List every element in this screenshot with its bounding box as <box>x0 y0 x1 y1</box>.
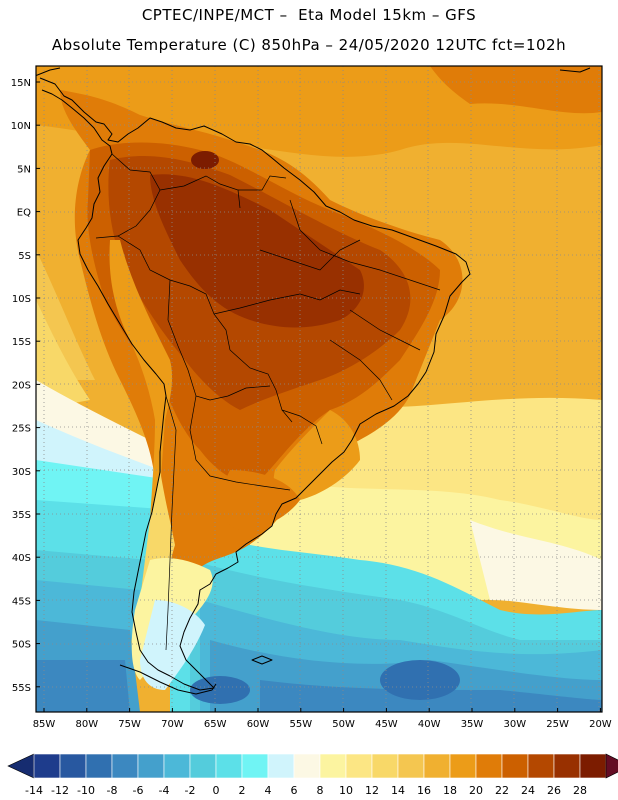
colorbar-swatch <box>423 753 451 779</box>
colorbar-under-arrow <box>7 753 35 779</box>
colorbar-label: 8 <box>317 784 324 797</box>
colorbar-label: -4 <box>159 784 170 797</box>
colorbar-swatch <box>85 753 113 779</box>
lat-label: 30S <box>12 467 31 478</box>
colorbar-swatch <box>501 753 529 779</box>
colorbar-swatch <box>319 753 347 779</box>
colorbar-swatch <box>475 753 503 779</box>
lat-label: 20S <box>12 380 31 391</box>
colorbar-swatch <box>293 753 321 779</box>
colorbar-label: 28 <box>573 784 587 797</box>
lat-label: 40S <box>12 553 31 564</box>
lat-label: 55S <box>12 683 31 694</box>
coastline <box>36 67 591 695</box>
lon-label: 45W <box>375 719 398 730</box>
colorbar-swatch <box>267 753 295 779</box>
colorbar-label: 10 <box>339 784 353 797</box>
colorbar-swatch <box>189 753 217 779</box>
colorbar-label: 22 <box>495 784 509 797</box>
colorbar-swatch <box>59 753 87 779</box>
plot-frame <box>35 65 603 713</box>
colorbar-label: 24 <box>521 784 535 797</box>
lon-label: 20W <box>589 719 612 730</box>
map-title-line1: CPTEC/INPE/MCT – Eta Model 15km – GFS <box>141 6 477 24</box>
lon-label: 50W <box>332 719 355 730</box>
latitude-labels: 15N 10N 5N EQ 5S 10S 15S 20S 25S 30S 35S 40S 45S 50S 5… <box>11 78 40 694</box>
colorbar-swatch <box>111 753 139 779</box>
colorbar-swatch <box>397 753 425 779</box>
colorbar-swatch <box>137 753 165 779</box>
colorbar-swatch <box>449 753 477 779</box>
colorbar-label: 6 <box>291 784 298 797</box>
lat-label: 45S <box>12 596 31 607</box>
lon-label: 30W <box>503 719 526 730</box>
lon-label: 75W <box>118 719 141 730</box>
lat-label: 5S <box>18 251 31 262</box>
lon-label: 40W <box>418 719 441 730</box>
lon-label: 55W <box>289 719 312 730</box>
colorbar-label: 18 <box>443 784 457 797</box>
lon-label: 80W <box>75 719 98 730</box>
colorbar-swatch <box>241 753 269 779</box>
colorbar-swatch <box>345 753 373 779</box>
lat-label: 50S <box>12 640 31 651</box>
colorbar-label: -2 <box>185 784 196 797</box>
colorbar-swatch <box>215 753 243 779</box>
colorbar-label: 0 <box>213 784 220 797</box>
colorbar-label: 16 <box>417 784 431 797</box>
colorbar-label: -10 <box>77 784 95 797</box>
country-borders <box>95 153 441 651</box>
colorbar-over-arrow <box>605 753 618 779</box>
lon-label: 25W <box>546 719 569 730</box>
colorbar-label: 4 <box>265 784 272 797</box>
lon-label: 70W <box>161 719 184 730</box>
colorbar-swatch <box>527 753 555 779</box>
colorbar-label: 2 <box>239 784 246 797</box>
colorbar-label: -8 <box>107 784 118 797</box>
colorbar-label: 12 <box>365 784 379 797</box>
colorbar: -14 -12 -10 -8 -6 -4 -2 0 2 4 6 8 10 12 14 16 18 20 22 24 26… <box>7 753 618 797</box>
lat-label: 25S <box>12 424 31 435</box>
colorbar-swatch <box>579 753 607 779</box>
colorbar-label: -12 <box>51 784 69 797</box>
colorbar-label: -6 <box>133 784 144 797</box>
colorbar-swatch <box>371 753 399 779</box>
lon-label: 85W <box>33 719 56 730</box>
temperature-field <box>36 66 602 712</box>
colorbar-swatch <box>33 753 61 779</box>
lat-label: 15N <box>11 78 31 89</box>
colorbar-label: -14 <box>25 784 43 797</box>
lat-label: 10N <box>11 121 31 132</box>
lon-label: 35W <box>461 719 484 730</box>
lon-label: 65W <box>204 719 227 730</box>
map-title-line2: Absolute Temperature (C) 850hPa – 24/05/… <box>51 36 567 54</box>
colorbar-swatch <box>553 753 581 779</box>
lat-label: 5N <box>17 164 31 175</box>
colorbar-swatch <box>163 753 191 779</box>
lat-label: 10S <box>12 294 31 305</box>
lat-label: 15S <box>12 337 31 348</box>
lon-label: 60W <box>247 719 270 730</box>
lat-label: EQ <box>17 208 31 219</box>
colorbar-label: 20 <box>469 784 483 797</box>
colorbar-label: 14 <box>391 784 405 797</box>
longitude-labels: 85W 80W 75W 70W 65W 60W 55W 50W 45W 40W 35W 30W 25W 2… <box>33 708 612 730</box>
lat-label: 35S <box>12 510 31 521</box>
colorbar-label: 26 <box>547 784 561 797</box>
